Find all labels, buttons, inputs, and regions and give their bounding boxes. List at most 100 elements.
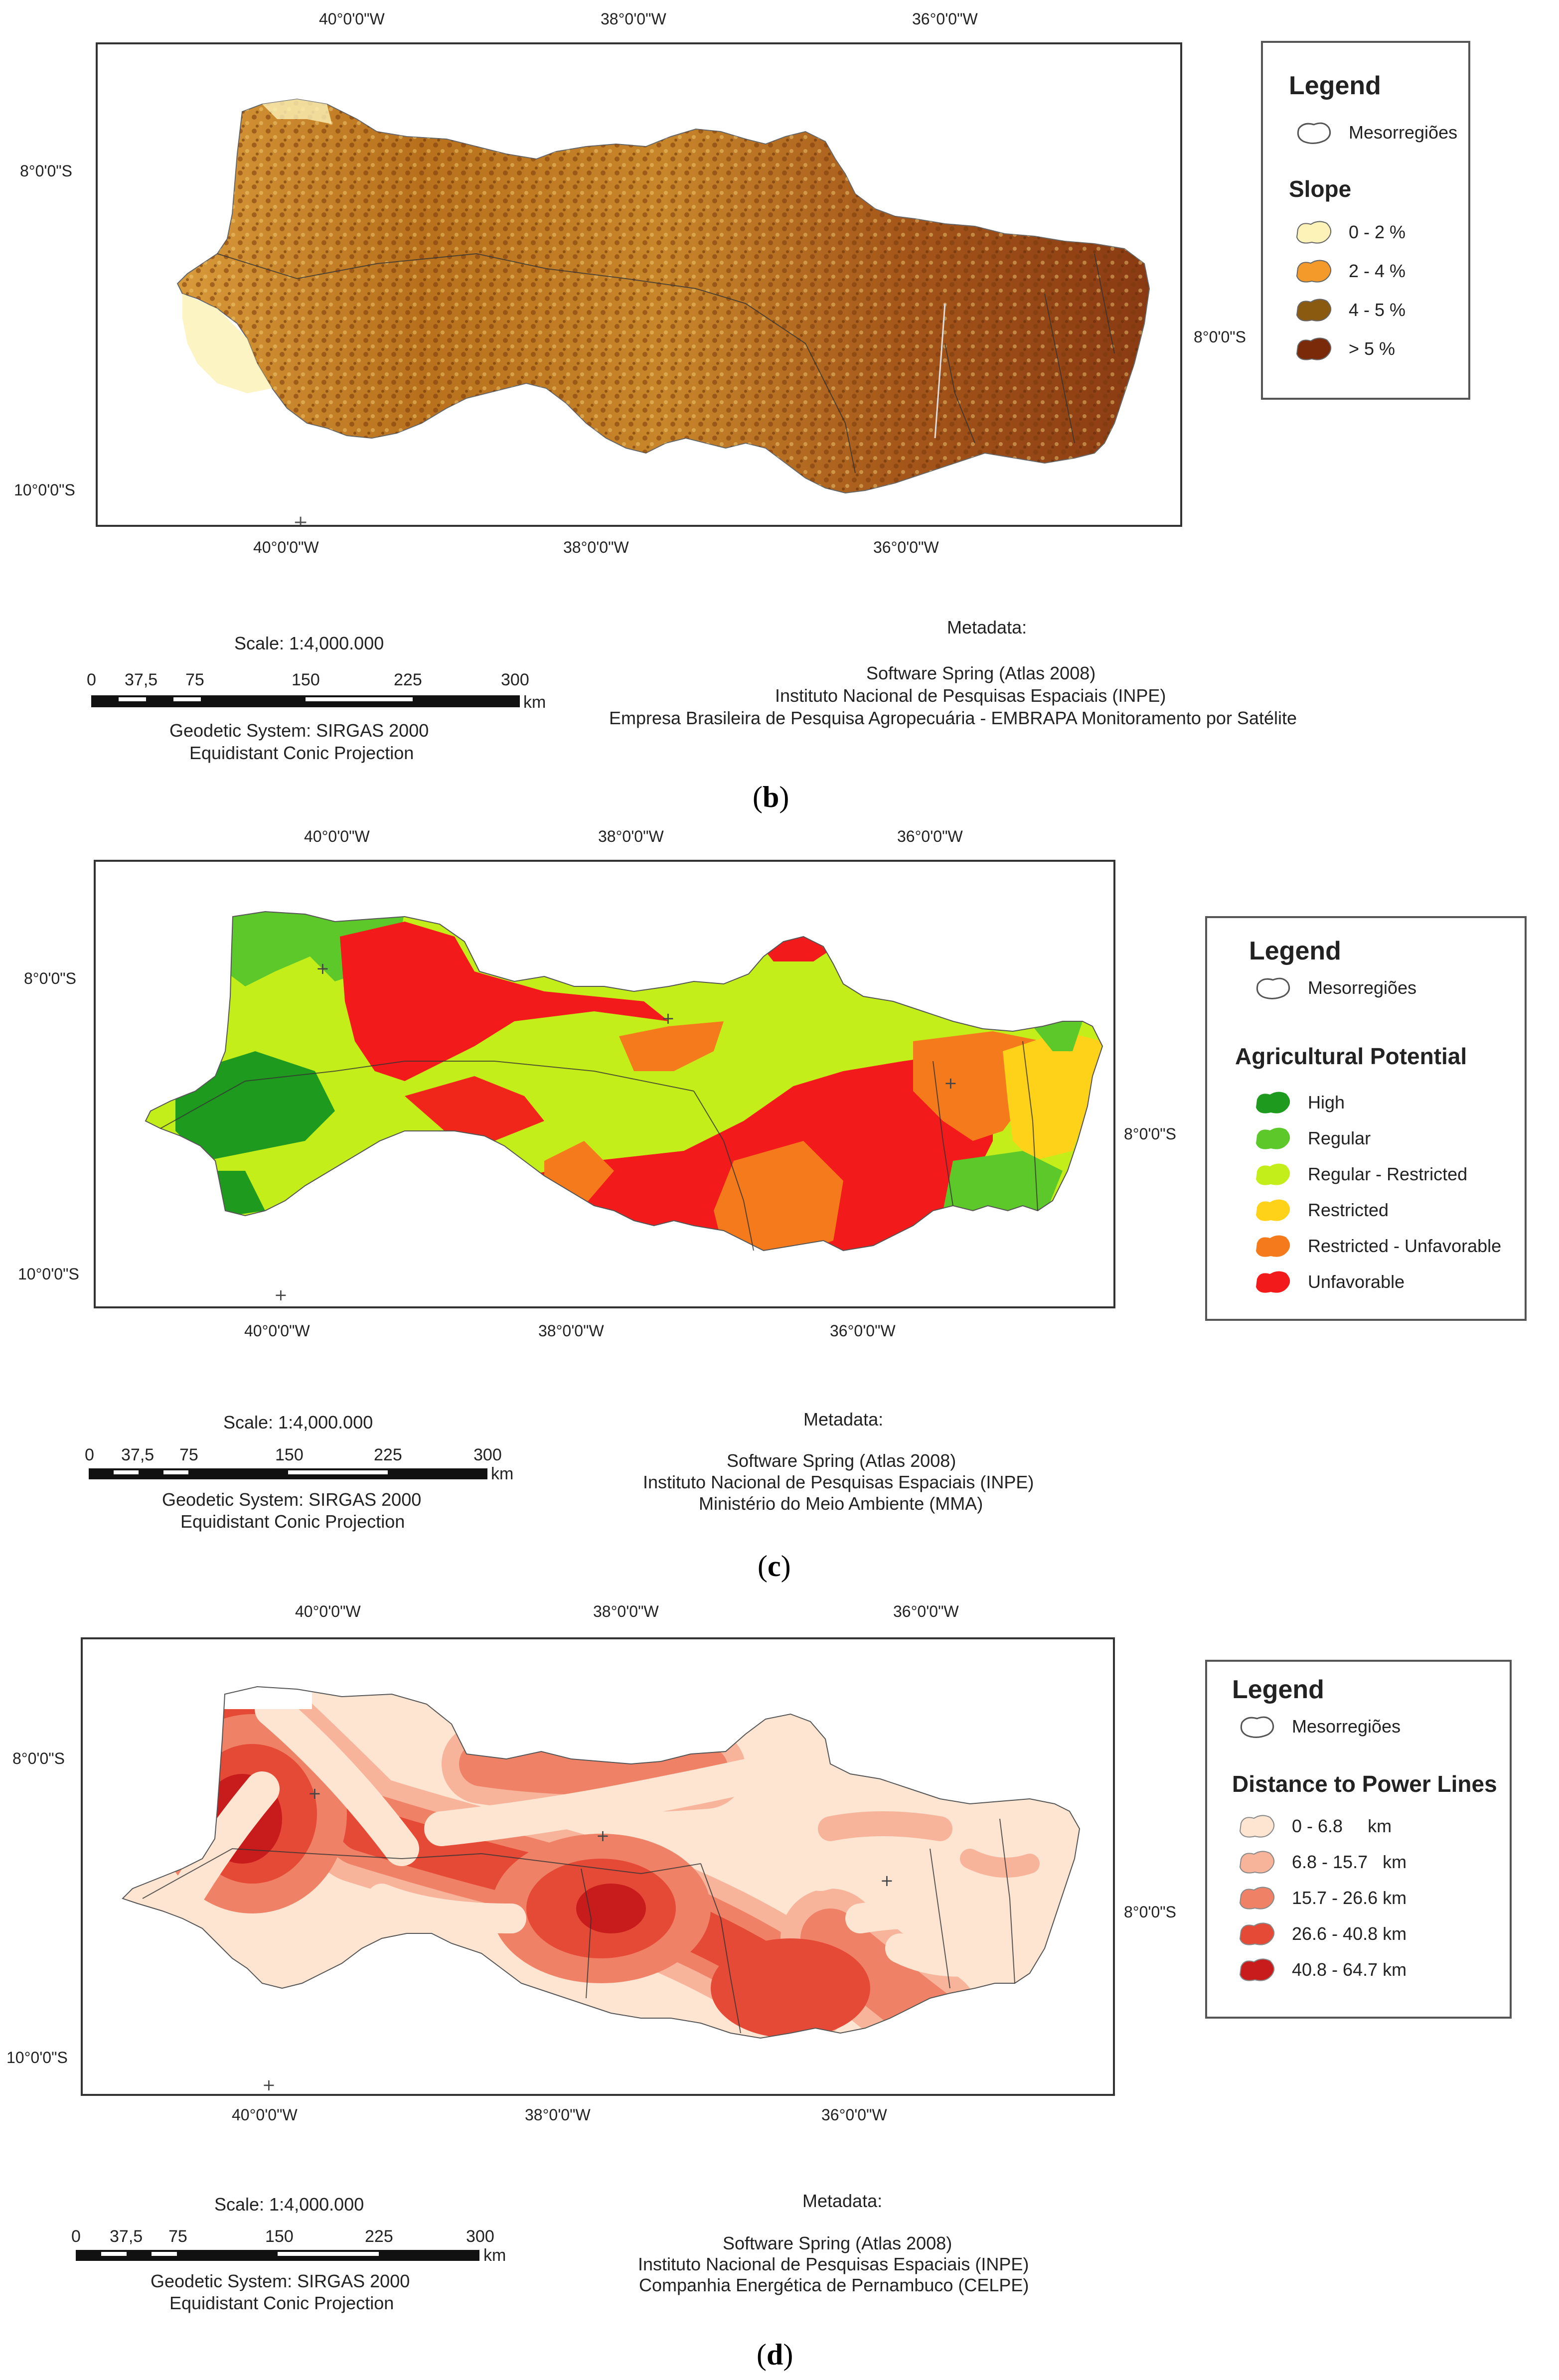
scale-tick: 150 <box>265 2227 294 2246</box>
legend-class: 0 - 2 % <box>1294 217 1405 247</box>
metadata-line: Empresa Brasileira de Pesquisa Agropecuá… <box>609 708 1297 728</box>
map-frame: + <box>96 42 1182 527</box>
projection: Equidistant Conic Projection <box>189 743 414 763</box>
legend-d: Legend Mesorregiões Distance to Power Li… <box>1205 1660 1512 2019</box>
legend-class: Regular <box>1253 1123 1371 1153</box>
metadata-title: Metadata: <box>803 1409 884 1429</box>
legend-class: Restricted - Unfavorable <box>1253 1231 1501 1261</box>
metadata-line: Companhia Energética de Pernambuco (CELP… <box>639 2275 1029 2295</box>
coord-top-3: 36°0'0"W <box>912 10 978 28</box>
legend-title: Legend <box>1249 937 1341 965</box>
svg-text:+: + <box>262 2075 276 2094</box>
legend-swatch <box>1296 260 1332 283</box>
scale-tick: 37,5 <box>125 670 158 689</box>
coord-top-1: 40°0'0"W <box>319 10 385 28</box>
scale-bar <box>89 1468 487 1479</box>
legend-class: Regular - Restricted <box>1253 1159 1467 1189</box>
scale-tick: 300 <box>466 2227 494 2246</box>
metadata-line: Instituto Nacional de Pesquisas Espaciai… <box>775 685 1166 706</box>
geodetic-system: Geodetic System: SIRGAS 2000 <box>169 720 429 741</box>
legend-subtitle: Distance to Power Lines <box>1232 1771 1497 1797</box>
scale-tick: 300 <box>473 1445 502 1464</box>
scale-tick: 150 <box>275 1445 304 1464</box>
legend-class: > 5 % <box>1294 334 1395 364</box>
panel-d: 40°0'0"W 38°0'0"W 36°0'0"W 8°0'0"S 10°0'… <box>0 1590 1559 2380</box>
metadata-line: Software Spring (Atlas 2008) <box>866 663 1096 683</box>
legend-class: 0 - 6.8 km <box>1237 1811 1392 1841</box>
coord-top-2: 38°0'0"W <box>598 827 664 845</box>
mesoregion-swatch-icon <box>1297 122 1331 144</box>
panel-b: 40°0'0"W 38°0'0"W 36°0'0"W 8°0'0"S 10°0'… <box>0 0 1559 827</box>
figure-caption-c: (c) <box>758 1550 791 1583</box>
scale-tick: 225 <box>374 1445 402 1464</box>
legend-boundary-label: Mesorregiões <box>1308 977 1417 998</box>
figure-caption-b: (b) <box>753 781 789 813</box>
metadata-line: Ministério do Meio Ambiente (MMA) <box>699 1493 983 1514</box>
scale-bar <box>76 2250 479 2261</box>
scale-unit: km <box>491 1464 514 1483</box>
coord-top-2: 38°0'0"W <box>601 10 666 28</box>
scale-tick: 75 <box>185 670 204 689</box>
coord-left-1: 8°0'0"S <box>20 162 72 180</box>
mesoregion-swatch-icon <box>1256 977 1290 999</box>
geodetic-system: Geodetic System: SIRGAS 2000 <box>162 1489 422 1510</box>
mesoregion-swatch-icon <box>1240 1716 1274 1738</box>
legend-class: Unfavorable <box>1253 1267 1404 1297</box>
mesoregion-boundaries <box>217 253 1115 474</box>
scale-tick: 37,5 <box>121 1445 155 1464</box>
legend-swatch <box>1239 1887 1275 1909</box>
coord-left-1: 8°0'0"S <box>12 1749 65 1767</box>
svg-text:+: + <box>274 1285 288 1304</box>
projection: Equidistant Conic Projection <box>180 1511 405 1532</box>
slope-map: + <box>176 98 1150 525</box>
state-outline <box>145 911 1103 1252</box>
svg-text:+: + <box>944 1074 957 1093</box>
coord-bottom-3: 36°0'0"W <box>821 2106 887 2124</box>
coord-left-1: 8°0'0"S <box>24 969 76 987</box>
scale-tick: 0 <box>87 670 96 689</box>
coord-right-1: 8°0'0"S <box>1194 328 1246 346</box>
metadata-line: Software Spring (Atlas 2008) <box>727 1450 956 1471</box>
coord-right-1: 8°0'0"S <box>1124 1125 1176 1143</box>
mesoregion-boundaries <box>160 1041 1038 1251</box>
legend-boundary: Mesorregiões <box>1237 1712 1401 1742</box>
legend-subtitle: Agricultural Potential <box>1235 1043 1467 1069</box>
coord-top-1: 40°0'0"W <box>304 827 370 845</box>
scale-tick: 225 <box>394 670 422 689</box>
coord-bottom-1: 40°0'0"W <box>253 538 319 556</box>
coord-bottom-2: 38°0'0"W <box>563 538 629 556</box>
scale-tick: 0 <box>71 2227 81 2246</box>
legend-class: 26.6 - 40.8 km <box>1237 1919 1406 1949</box>
mesoregion-boundaries <box>142 1818 1015 2034</box>
metadata-title: Metadata: <box>947 617 1027 637</box>
scale-tick: 37,5 <box>110 2227 143 2246</box>
svg-text:+: + <box>880 1871 894 1890</box>
legend-swatch <box>1239 1922 1275 1945</box>
legend-swatch <box>1296 221 1332 244</box>
scale-tick: 300 <box>501 670 529 689</box>
legend-b: Legend Mesorregiões Slope 0 - 2 % 2 - 4 … <box>1261 41 1470 400</box>
scale-title: Scale: 1:4,000.000 <box>214 2194 364 2215</box>
legend-boundary: Mesorregiões <box>1253 973 1416 1003</box>
coord-left-2: 10°0'0"S <box>6 2049 68 2066</box>
scale-unit: km <box>483 2246 506 2265</box>
coord-left-2: 10°0'0"S <box>14 481 75 499</box>
scale-title: Scale: 1:4,000.000 <box>223 1412 373 1432</box>
legend-subtitle: Slope <box>1289 176 1352 202</box>
legend-swatch <box>1239 1815 1275 1838</box>
legend-boundary: Mesorregiões <box>1294 118 1457 148</box>
legend-swatch <box>1256 1235 1290 1257</box>
legend-boundary-label: Mesorregiões <box>1349 122 1458 143</box>
coord-top-2: 38°0'0"W <box>593 1602 659 1620</box>
coord-bottom-2: 38°0'0"W <box>538 1322 604 1340</box>
coord-top-3: 36°0'0"W <box>893 1602 959 1620</box>
svg-text:+: + <box>596 1826 610 1845</box>
legend-swatch <box>1256 1271 1290 1293</box>
legend-class: High <box>1253 1088 1345 1117</box>
distance-bands <box>123 1687 1080 2038</box>
geodetic-system: Geodetic System: SIRGAS 2000 <box>151 2271 410 2291</box>
metadata-line: Instituto Nacional de Pesquisas Espaciai… <box>643 1472 1034 1492</box>
coord-bottom-1: 40°0'0"W <box>244 1322 310 1340</box>
coord-top-1: 40°0'0"W <box>295 1602 361 1620</box>
power-lines-distance-map: + + + + <box>122 1686 1081 2094</box>
